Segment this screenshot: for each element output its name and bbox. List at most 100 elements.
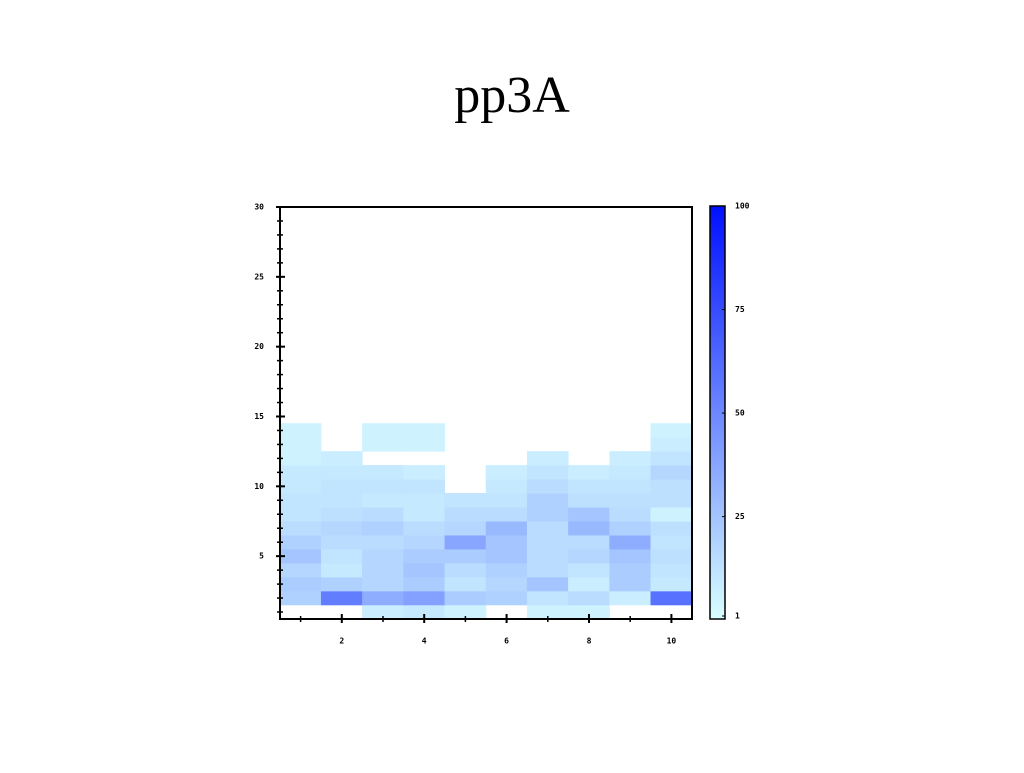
heat-cell: [320, 534, 363, 550]
heat-cell: [526, 465, 569, 480]
plot-frame: [279, 206, 693, 620]
colorbar-tick-label: 100: [735, 202, 750, 211]
colorbar-tick-label: 25: [735, 512, 745, 521]
heat-cell: [609, 576, 652, 592]
heat-cell: [444, 590, 487, 606]
heat-cell: [526, 590, 569, 606]
y-tick-label: 30: [254, 203, 264, 212]
heat-cell: [279, 548, 322, 564]
heat-cell: [650, 465, 693, 480]
y-tick-label: 20: [254, 342, 264, 351]
heat-cell: [609, 451, 652, 466]
heat-cell: [650, 576, 693, 592]
heat-cell: [403, 576, 446, 592]
heat-cell: [650, 507, 693, 522]
heat-cell: [279, 562, 322, 578]
heat-cell: [362, 548, 404, 564]
heat-cell: [403, 590, 446, 606]
heat-cell: [485, 534, 528, 550]
heat-cell: [609, 507, 652, 522]
heat-cell: [320, 479, 363, 494]
heat-cell: [320, 548, 363, 564]
heat-cell: [485, 479, 528, 494]
heat-cell: [279, 507, 322, 522]
heat-cell: [568, 479, 610, 494]
heat-cell: [320, 507, 363, 522]
heat-cell: [568, 465, 610, 480]
heat-cell: [403, 548, 446, 564]
colorbar-tick-label: 75: [735, 305, 745, 314]
heat-cell: [650, 493, 693, 508]
y-tick-label: 15: [254, 412, 264, 421]
heat-cell: [444, 493, 487, 508]
colorbar-tick-label: 1: [735, 612, 740, 621]
heat-cell: [362, 590, 404, 606]
heat-cell: [320, 520, 363, 536]
heat-cell: [609, 562, 652, 578]
heat-cell: [650, 590, 693, 606]
heat-cell: [568, 493, 610, 508]
heat-cell: [403, 534, 446, 550]
heat-cell: [444, 534, 487, 550]
heat-cell: [485, 507, 528, 522]
x-tick-label: 4: [422, 637, 427, 646]
heat-cell: [403, 465, 446, 480]
heat-cell: [362, 465, 404, 480]
colorbar: [709, 205, 726, 620]
heat-cell: [568, 576, 610, 592]
heat-cell: [279, 465, 322, 480]
heat-cell: [485, 562, 528, 578]
heat-cell: [279, 493, 322, 508]
heat-cell: [279, 590, 322, 606]
heat-cell: [279, 576, 322, 592]
heat-cell: [485, 465, 528, 480]
y-tick-label: 5: [259, 552, 264, 561]
heat-cell: [362, 507, 404, 522]
heat-cell: [485, 590, 528, 606]
heat-cell: [485, 548, 528, 564]
heat-cell: [650, 534, 693, 550]
heat-cell: [362, 562, 404, 578]
heat-cell: [609, 548, 652, 564]
heat-cell: [403, 520, 446, 536]
heat-cell: [279, 437, 322, 452]
heat-cell: [279, 534, 322, 550]
x-tick-label: 10: [667, 637, 677, 646]
heat-cell: [485, 493, 528, 508]
heat-cell: [568, 507, 610, 522]
heat-cell: [362, 423, 404, 438]
colorbar-tick-label: 50: [735, 409, 745, 418]
heat-cell: [609, 534, 652, 550]
heat-cell: [403, 562, 446, 578]
heat-cell: [650, 548, 693, 564]
heat-cell: [362, 479, 404, 494]
heat-cell: [362, 534, 404, 550]
heat-cell: [320, 493, 363, 508]
heat-cell: [568, 562, 610, 578]
heat-cell: [650, 479, 693, 494]
heat-cell: [650, 520, 693, 536]
heat-cell: [320, 562, 363, 578]
heat-cell: [320, 465, 363, 480]
heat-cell: [279, 520, 322, 536]
heat-cell: [526, 576, 569, 592]
heat-cell: [526, 534, 569, 550]
heat-cell: [320, 590, 363, 606]
heat-cell: [526, 493, 569, 508]
heat-cell: [279, 451, 322, 466]
heat-cell: [362, 437, 404, 452]
heat-cell: [362, 493, 404, 508]
y-tick-label: 25: [254, 272, 264, 281]
heat-cell: [609, 590, 652, 606]
heat-cell: [526, 507, 569, 522]
heat-cell: [444, 562, 487, 578]
heat-cell: [320, 576, 363, 592]
heat-cell: [568, 520, 610, 536]
heat-cell: [320, 451, 363, 466]
heat-cell: [444, 507, 487, 522]
heat-cell: [403, 423, 446, 438]
heat-cell: [609, 520, 652, 536]
heat-cell: [403, 437, 446, 452]
heat-cell: [485, 520, 528, 536]
heat-cell: [403, 479, 446, 494]
